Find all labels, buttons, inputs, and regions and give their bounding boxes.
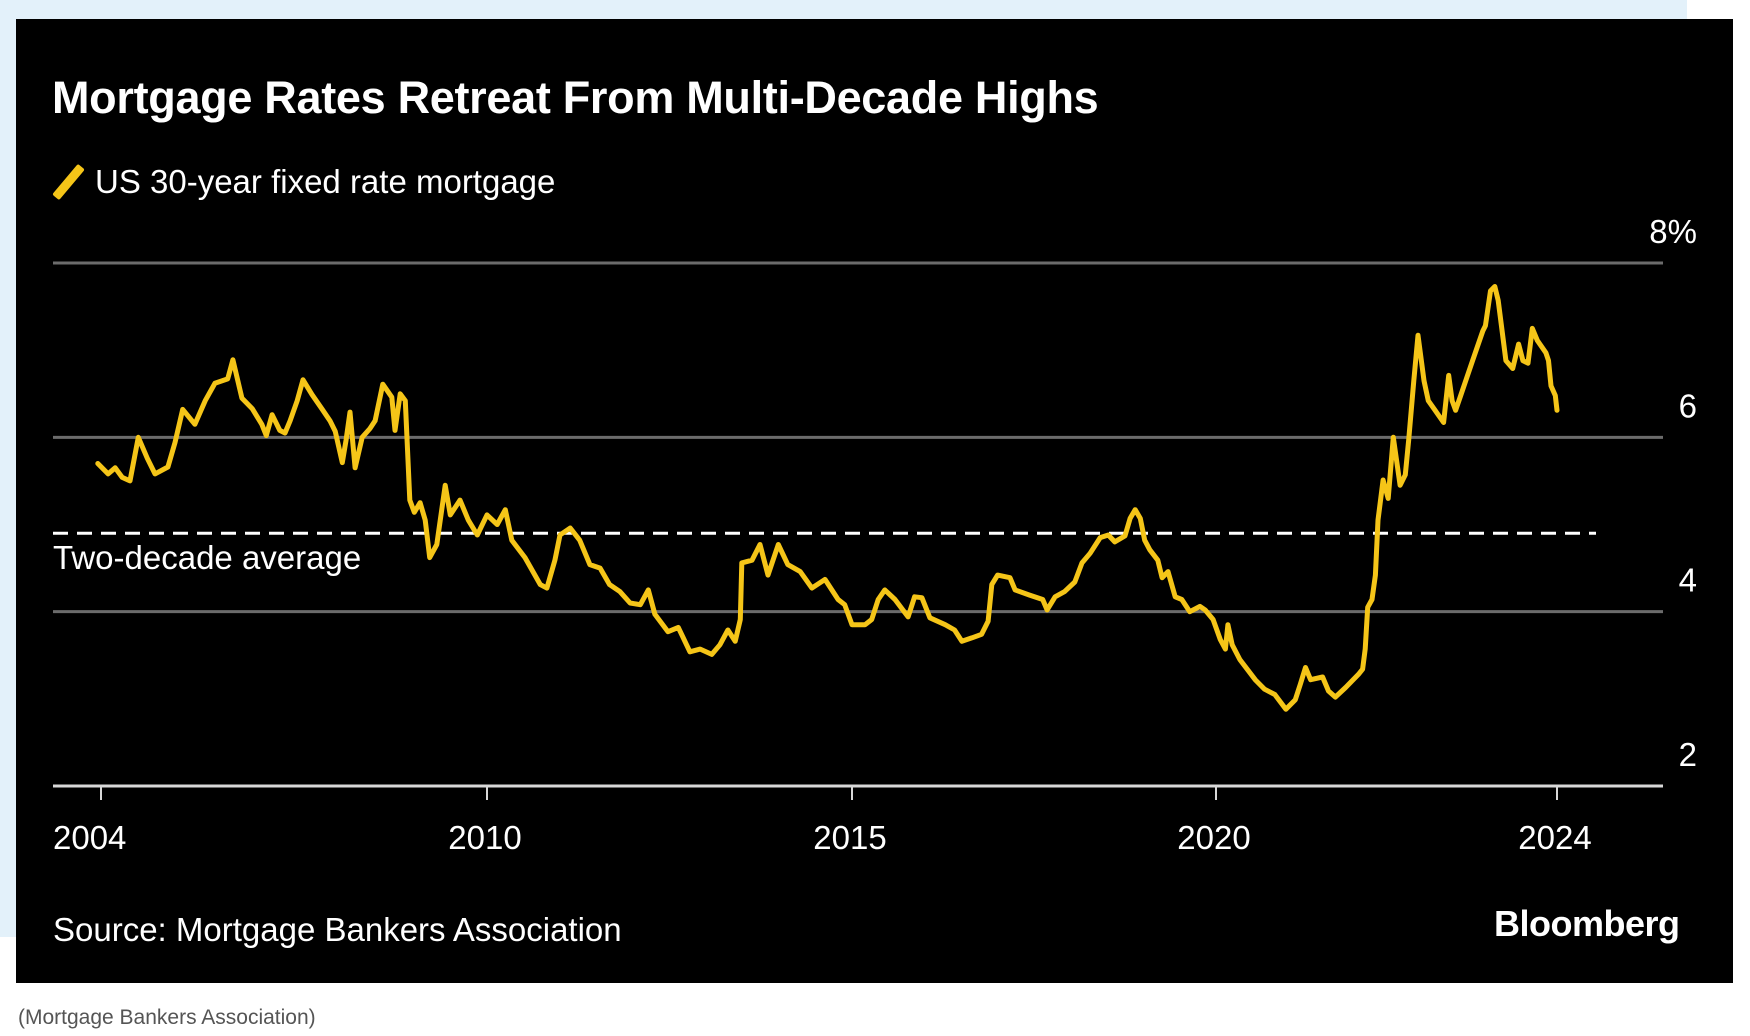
legend: US 30-year fixed rate mortgage [52,162,555,202]
x-tick-label: 2024 [1518,819,1591,856]
series-group [95,284,1560,712]
chart-title: Mortgage Rates Retreat From Multi-Decade… [52,72,1099,123]
x-tick-label: 2020 [1177,819,1250,856]
y-axis-labels: 2 4 6 8% [1649,213,1697,773]
page-background-top [0,0,1687,19]
page-background-left [0,0,16,937]
source-note: Source: Mortgage Bankers Association [53,911,622,948]
reference-line-group: Two-decade average [53,531,1596,576]
y-tick-label: 4 [1679,562,1697,599]
x-tick-label: 2015 [813,819,886,856]
y-tick-label: 2 [1679,736,1697,773]
two-decade-average-label: Two-decade average [53,539,361,576]
chart-card [16,19,1733,983]
gridlines [53,261,1663,788]
x-tick-label: 2004 [53,819,126,856]
legend-label: US 30-year fixed rate mortgage [95,163,556,200]
y-tick-label: 8% [1649,213,1697,250]
x-axis: 2004 2010 2015 2020 2024 [53,786,1592,856]
series-line-mortgage-rate [95,284,1560,712]
image-caption: (Mortgage Bankers Association) [18,1006,316,1029]
x-tick-label: 2010 [448,819,521,856]
y-tick-label: 6 [1679,387,1697,424]
bloomberg-logo: Bloomberg [1494,903,1680,944]
